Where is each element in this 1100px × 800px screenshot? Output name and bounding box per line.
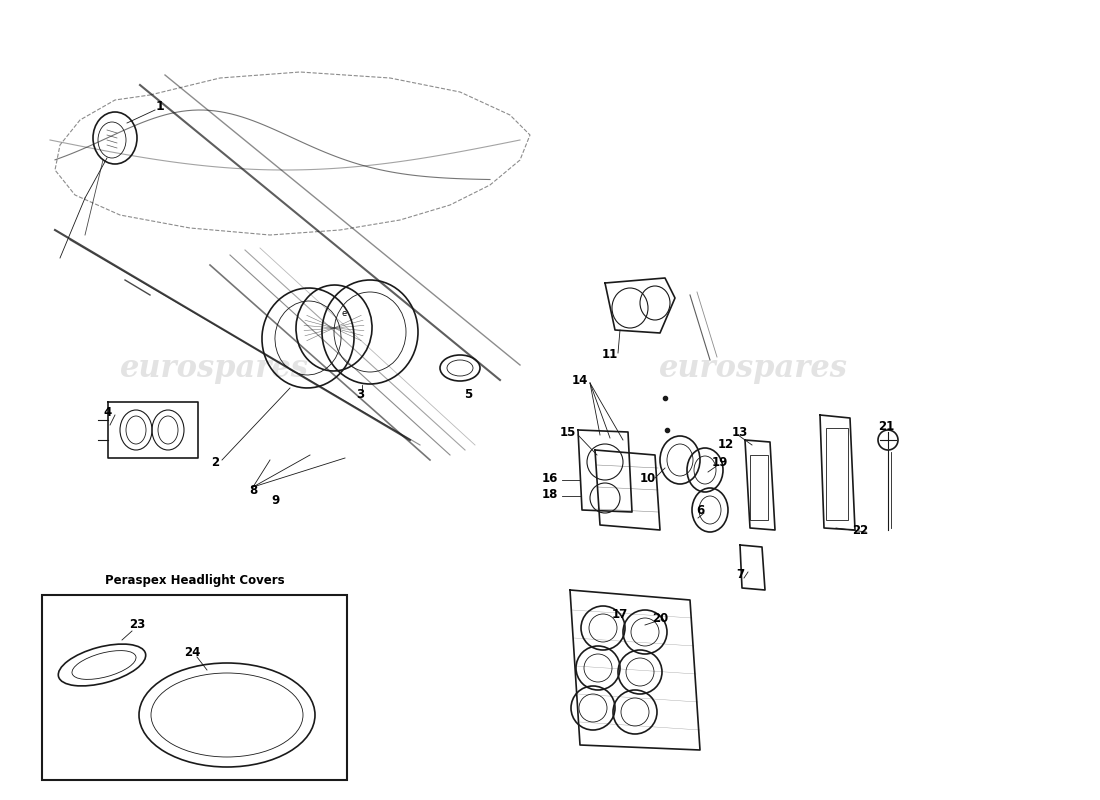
Text: 17: 17 [612,609,628,622]
Text: e: e [341,310,346,318]
Bar [750,455,768,520]
Text: Peraspex Headlight Covers: Peraspex Headlight Covers [104,574,284,587]
Text: 13: 13 [732,426,748,438]
Text: 9: 9 [271,494,279,506]
Text: 22: 22 [851,523,868,537]
Text: 6: 6 [696,503,704,517]
Text: 20: 20 [652,611,668,625]
Text: 2: 2 [211,455,219,469]
Text: 7: 7 [736,569,744,582]
Text: 11: 11 [602,349,618,362]
Text: 5: 5 [464,389,472,402]
Text: 8: 8 [249,483,257,497]
Bar [826,428,848,520]
Text: 18: 18 [542,489,558,502]
Text: eurospares: eurospares [120,353,309,383]
Text: 4: 4 [103,406,112,418]
Text: 10: 10 [640,471,656,485]
Text: 19: 19 [712,455,728,469]
Text: eurospares: eurospares [659,353,848,383]
Text: 23: 23 [129,618,145,631]
Text: 16: 16 [542,471,558,485]
Text: 12: 12 [718,438,734,451]
Text: 1: 1 [155,99,164,113]
Text: 21: 21 [878,419,894,433]
Bar [42,595,347,780]
Text: 24: 24 [184,646,200,659]
Text: 14: 14 [572,374,588,386]
Text: 15: 15 [560,426,576,438]
Text: 3: 3 [356,389,364,402]
